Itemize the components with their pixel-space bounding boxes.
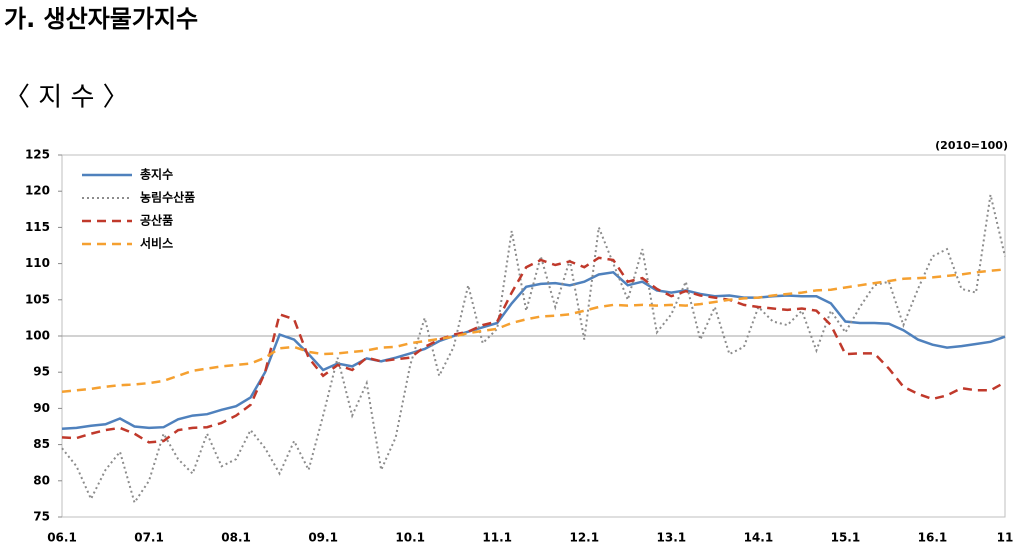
y-tick-label: 125	[25, 148, 50, 162]
legend-label: 총지수	[140, 167, 173, 182]
y-tick-label: 95	[33, 365, 50, 379]
y-tick-label: 105	[25, 292, 50, 306]
chart-title: 가. 생산자물가지수	[4, 5, 198, 33]
series-line	[61, 270, 1006, 430]
y-tick-label: 80	[33, 473, 50, 487]
y-tick-label: 85	[33, 437, 50, 451]
x-tick-label: 11.1	[482, 531, 512, 545]
x-tick-label: 09.1	[308, 531, 338, 545]
x-tick-label: 12.1	[569, 531, 599, 545]
series-line	[61, 194, 1006, 505]
x-tick-label: 14.1	[744, 531, 774, 545]
x-tick-label: 16.1	[918, 531, 948, 545]
x-tick-label: 15.1	[831, 531, 861, 545]
series-line	[61, 268, 1006, 393]
y-tick-label: 115	[25, 220, 50, 234]
y-tick-label: 75	[33, 510, 50, 524]
x-tick-label: 06.1	[47, 531, 77, 545]
y-tick-label: 100	[25, 329, 50, 343]
legend-label: 서비스	[140, 236, 173, 251]
y-tick-label: 120	[25, 184, 50, 198]
x-tick-label: 11	[997, 531, 1014, 545]
x-tick-label: 07.1	[134, 531, 164, 545]
chart-subtitle: 〈 지 수 〉	[4, 83, 129, 113]
legend-label: 농림수산품	[140, 190, 195, 205]
series-line	[61, 256, 1006, 444]
legend-label: 공산품	[140, 213, 173, 228]
x-tick-label: 08.1	[221, 531, 251, 545]
y-tick-label: 90	[33, 401, 50, 415]
x-tick-label: 13.1	[657, 531, 687, 545]
y-tick-label: 110	[25, 256, 50, 270]
x-tick-label: 10.1	[395, 531, 425, 545]
unit-note: (2010=100)	[935, 139, 1008, 152]
